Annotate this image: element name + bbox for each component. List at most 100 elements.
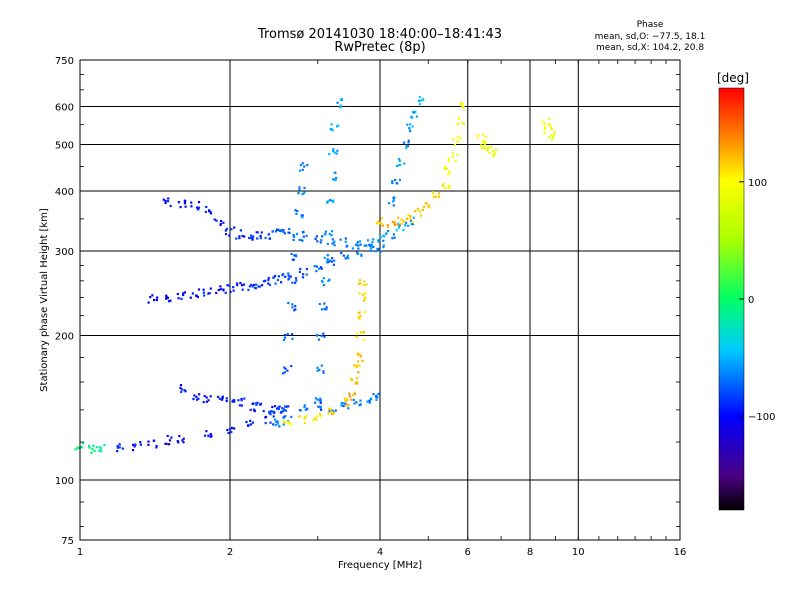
o-mode-point bbox=[326, 260, 329, 263]
o-mode-point bbox=[298, 188, 301, 191]
colorbar-label: [deg] bbox=[717, 71, 749, 85]
o-mode-point bbox=[237, 399, 240, 402]
o-mode-point bbox=[297, 192, 300, 195]
x-mode-point bbox=[480, 144, 483, 147]
o-mode-point bbox=[319, 397, 322, 400]
o-mode-point bbox=[301, 162, 304, 165]
o-mode-point bbox=[232, 286, 235, 289]
o-mode-point bbox=[235, 237, 238, 240]
o-mode-point bbox=[286, 333, 289, 336]
o-mode-point bbox=[302, 273, 305, 276]
o-mode-point bbox=[317, 405, 320, 408]
o-mode-point bbox=[209, 395, 212, 398]
o-mode-point bbox=[284, 275, 287, 278]
y-axis-label: Stationary phase Virtual Height [km] bbox=[39, 208, 50, 392]
o-mode-point bbox=[305, 268, 308, 271]
o-mode-point bbox=[243, 397, 246, 400]
x-mode-point bbox=[447, 173, 450, 176]
o-mode-point bbox=[333, 171, 336, 174]
x-mode-point bbox=[462, 123, 465, 126]
o-mode-point bbox=[205, 396, 208, 399]
o-mode-point bbox=[407, 141, 410, 144]
o-mode-point bbox=[280, 230, 283, 233]
x-mode-point bbox=[495, 148, 498, 151]
o-mode-point bbox=[321, 280, 324, 284]
o-mode-point bbox=[153, 298, 156, 302]
o-mode-point bbox=[247, 424, 250, 427]
x-mode-point bbox=[387, 225, 390, 229]
x-mode-point bbox=[544, 128, 547, 131]
o-mode-point bbox=[183, 389, 186, 392]
o-mode-point bbox=[225, 399, 228, 403]
o-mode-point bbox=[408, 127, 411, 130]
o-mode-point bbox=[215, 219, 218, 222]
o-mode-point bbox=[292, 233, 295, 237]
o-mode-point bbox=[283, 366, 286, 369]
x-mode-point bbox=[461, 103, 464, 106]
o-mode-point bbox=[271, 405, 274, 409]
o-mode-point bbox=[298, 186, 301, 189]
x-mode-point bbox=[421, 208, 424, 211]
o-mode-point bbox=[132, 449, 135, 452]
x-mode-point bbox=[543, 131, 546, 135]
o-mode-point bbox=[251, 421, 255, 424]
o-mode-point bbox=[224, 291, 227, 294]
o-mode-point bbox=[295, 279, 298, 282]
o-mode-point bbox=[213, 218, 216, 221]
x-mode-point bbox=[494, 152, 497, 155]
o-mode-point bbox=[294, 281, 297, 284]
x-mode-point bbox=[553, 133, 556, 136]
o-mode-point bbox=[93, 449, 96, 452]
x-mode-point bbox=[364, 292, 367, 295]
o-mode-point bbox=[139, 441, 142, 444]
o-mode-point bbox=[262, 280, 265, 283]
o-mode-point bbox=[294, 209, 297, 212]
o-mode-point bbox=[319, 401, 322, 404]
o-mode-point bbox=[409, 123, 412, 126]
o-mode-point bbox=[355, 243, 358, 246]
o-mode-point bbox=[226, 428, 229, 432]
o-mode-point bbox=[402, 141, 406, 144]
o-mode-point bbox=[290, 364, 293, 368]
o-mode-point bbox=[264, 415, 268, 418]
x-mode-point bbox=[352, 394, 355, 397]
o-mode-point bbox=[339, 106, 342, 109]
o-mode-point bbox=[314, 401, 317, 404]
o-mode-point bbox=[182, 441, 185, 444]
o-mode-point bbox=[303, 165, 306, 168]
o-mode-point bbox=[303, 186, 306, 190]
x-mode-point bbox=[363, 311, 366, 314]
o-mode-point bbox=[251, 238, 254, 241]
o-mode-point bbox=[252, 235, 255, 238]
o-mode-point bbox=[239, 229, 242, 232]
o-mode-point bbox=[320, 334, 323, 337]
x-mode-point bbox=[483, 145, 486, 148]
o-mode-point bbox=[225, 227, 229, 230]
x-mode-point bbox=[290, 423, 293, 426]
x-mode-point bbox=[432, 192, 435, 195]
x-mode-point bbox=[549, 126, 552, 129]
o-mode-point bbox=[208, 209, 211, 213]
x-mode-point bbox=[443, 168, 446, 171]
x-mode-point bbox=[344, 400, 347, 403]
x-mode-point bbox=[414, 210, 417, 213]
o-mode-point bbox=[156, 296, 159, 299]
o-mode-point bbox=[219, 223, 222, 226]
o-mode-point bbox=[368, 243, 371, 246]
o-mode-point bbox=[318, 368, 321, 371]
o-mode-point bbox=[376, 239, 380, 242]
o-mode-point bbox=[241, 234, 244, 238]
o-mode-point bbox=[184, 390, 187, 393]
x-mode-point bbox=[358, 311, 361, 314]
o-mode-point bbox=[353, 402, 356, 405]
o-mode-point bbox=[165, 297, 168, 300]
o-mode-point bbox=[207, 399, 210, 402]
o-mode-point bbox=[322, 277, 325, 280]
o-mode-point bbox=[116, 446, 120, 449]
o-mode-point bbox=[281, 410, 284, 413]
o-mode-point bbox=[275, 228, 279, 231]
x-mode-point bbox=[456, 123, 459, 126]
x-mode-point bbox=[483, 147, 486, 150]
o-mode-point bbox=[164, 442, 167, 445]
x-mode-point bbox=[315, 418, 318, 421]
